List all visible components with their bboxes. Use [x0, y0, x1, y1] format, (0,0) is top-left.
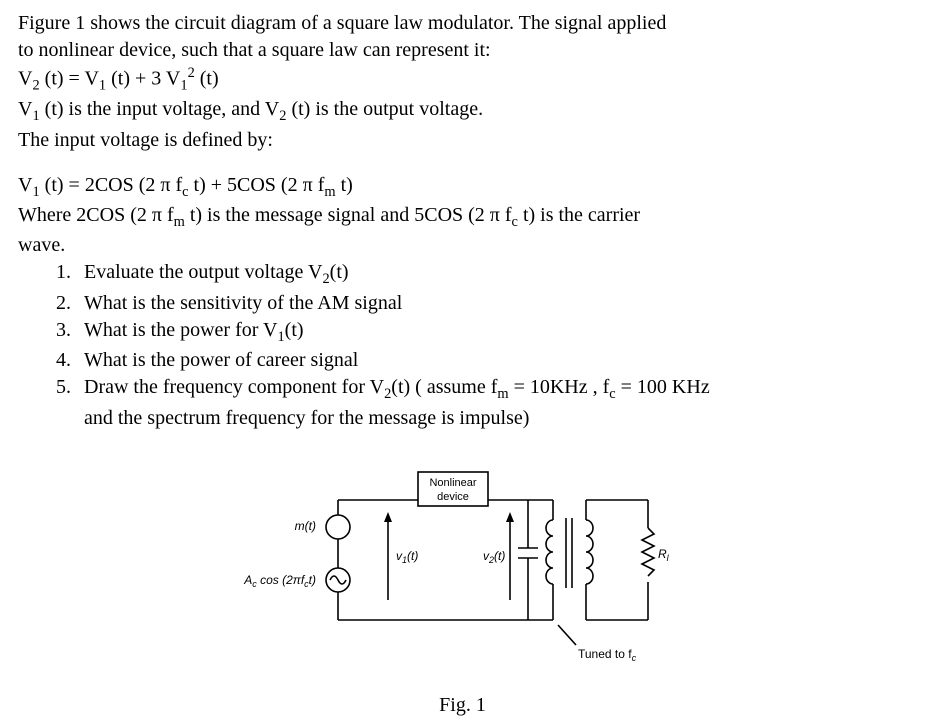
list-number: 5.: [56, 374, 84, 431]
text: (t) is the output voltage.: [286, 98, 483, 120]
list-item: 4. What is the power of career signal: [56, 347, 907, 374]
text: (t) + 3 V: [106, 68, 180, 90]
subscript: 1: [277, 329, 284, 345]
text: t) is the message signal and 5COS (2 π f: [185, 204, 512, 226]
paragraph-wave: wave.: [18, 232, 907, 259]
v1-label: v1(t): [396, 549, 418, 565]
text: Draw the frequency component for V: [84, 376, 384, 398]
subscript: 2: [32, 78, 39, 94]
list-number: 3.: [56, 317, 84, 347]
text: (t): [285, 319, 304, 341]
subscript: 1: [32, 108, 39, 124]
text: Where 2COS (2 π f: [18, 204, 174, 226]
list-number: 2.: [56, 290, 84, 317]
subscript: 1: [180, 78, 187, 94]
subscript: m: [497, 386, 508, 402]
figure-wrapper: Nonlinear device m(t) Ac cos (2πfct) v1(…: [18, 460, 907, 719]
text: V: [84, 68, 98, 90]
subscript: m: [174, 214, 185, 230]
list-item: 3. What is the power for V1(t): [56, 317, 907, 347]
figure-caption: Fig. 1: [18, 692, 907, 719]
list-item: 2. What is the sensitivity of the AM sig…: [56, 290, 907, 317]
spacer: [18, 154, 907, 172]
list-text: What is the power of career signal: [84, 347, 907, 374]
text: to nonlinear device, such that a square …: [18, 39, 491, 61]
text: Evaluate the output voltage V: [84, 261, 322, 283]
paragraph-where: Where 2COS (2 π fm t) is the message sig…: [18, 202, 907, 232]
list-text: What is the sensitivity of the AM signal: [84, 290, 907, 317]
rl-label: Rl: [658, 547, 670, 563]
subscript: m: [324, 184, 335, 200]
equation-2: V1 (t) = 2COS (2 π fc t) + 5COS (2 π fm …: [18, 172, 907, 202]
list-text: Draw the frequency component for V2(t) (…: [84, 374, 907, 431]
list-number: 1.: [56, 259, 84, 289]
text: (t) =: [40, 68, 85, 90]
subscript: 1: [32, 184, 39, 200]
superscript: 2: [188, 65, 195, 81]
paragraph-intro: Figure 1 shows the circuit diagram of a …: [18, 10, 907, 64]
text: V: [18, 68, 32, 90]
text: t) + 5COS (2 π f: [189, 174, 325, 196]
question-list: 1. Evaluate the output voltage V2(t) 2. …: [18, 259, 907, 431]
list-number: 4.: [56, 347, 84, 374]
v2-label: v2(t): [483, 549, 505, 565]
text: What is the power for V: [84, 319, 277, 341]
text: (t) is the input voltage, and V: [40, 98, 280, 120]
page: Figure 1 shows the circuit diagram of a …: [0, 0, 925, 719]
text: (t): [330, 261, 349, 283]
text: and the spectrum frequency for the messa…: [84, 407, 529, 429]
text: t): [336, 174, 353, 196]
text: (t): [195, 68, 219, 90]
text: = 100 KHz: [616, 376, 710, 398]
nonlinear-label-1: Nonlinear: [429, 477, 476, 489]
paragraph-intro2: V1 (t) is the input voltage, and V2 (t) …: [18, 96, 907, 126]
text: (t) = 2COS (2 π f: [40, 174, 182, 196]
equation-1: V2 (t) = V1 (t) + 3 V12 (t): [18, 64, 907, 96]
text: V: [18, 98, 32, 120]
ac-label: Ac cos (2πfct): [243, 573, 316, 589]
text: (t) ( assume f: [391, 376, 497, 398]
subscript: 2: [322, 271, 329, 287]
list-item: 5. Draw the frequency component for V2(t…: [56, 374, 907, 431]
text: t) is the carrier: [518, 204, 640, 226]
text: V: [18, 174, 32, 196]
list-item: 1. Evaluate the output voltage V2(t): [56, 259, 907, 289]
nonlinear-label-2: device: [437, 491, 469, 503]
list-text: Evaluate the output voltage V2(t): [84, 259, 907, 289]
list-text: What is the power for V1(t): [84, 317, 907, 347]
circuit-diagram: Nonlinear device m(t) Ac cos (2πfct) v1(…: [228, 460, 698, 680]
paragraph-intro3: The input voltage is defined by:: [18, 127, 907, 154]
m-label: m(t): [294, 519, 315, 533]
text: Figure 1 shows the circuit diagram of a …: [18, 12, 666, 34]
tuned-label: Tuned to fc: [578, 647, 637, 663]
text: = 10KHz , f: [509, 376, 610, 398]
